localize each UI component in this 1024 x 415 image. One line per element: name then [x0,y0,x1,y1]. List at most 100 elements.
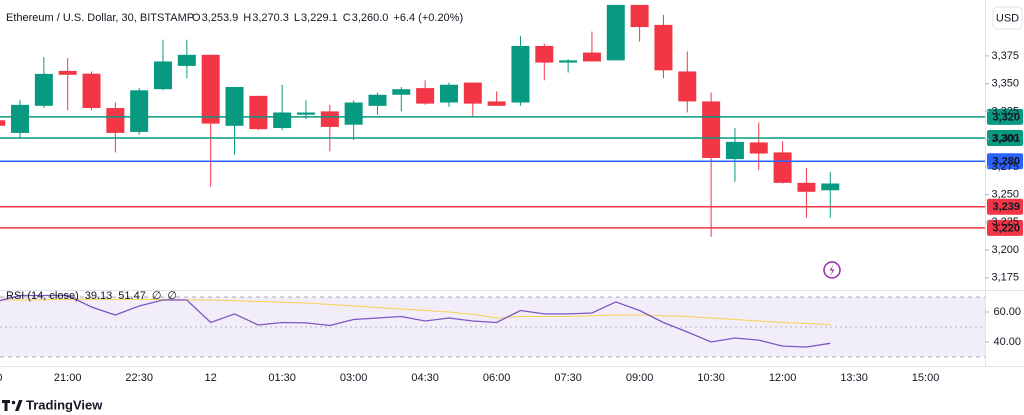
candle-body [535,45,554,63]
y-tick-label: 3,250 [991,188,1019,200]
candle-body [797,182,816,192]
rsi-line [0,298,831,326]
ohlc-key: H [243,12,251,24]
y-tick-label: 3,375 [991,50,1019,62]
rsi-legend-value: 51.47 [118,290,146,302]
price-level-badge [987,198,1023,215]
candle-body [702,101,721,158]
x-tick-label: 15:00 [912,372,940,384]
currency-button[interactable] [992,6,1023,30]
candle-body [130,90,149,132]
x-tick-label: 03:00 [340,372,368,384]
candle-body [296,112,315,115]
candle-body [725,141,744,160]
candle-body [154,61,173,90]
y-tick-label: 3,225 [991,216,1019,228]
price-level-label: 3,220 [992,222,1020,234]
candle-body [58,70,77,75]
candle-body [249,95,268,130]
price-level-badge [987,153,1023,170]
ohlc-value: 3,270.3 [252,12,289,24]
candle-body [273,112,292,129]
candle-body [749,142,768,154]
y-tick-label: 3,275 [991,161,1019,173]
x-tick-label: 07:30 [554,372,582,384]
rsi-title: RSI (14, close) [6,290,79,302]
change-value: +6.4 (+0.20%) [393,12,463,24]
x-tick-label: 21:00 [54,372,82,384]
candle-body [630,4,649,28]
candle-body [773,152,792,183]
y-tick-label: 3,200 [991,244,1019,256]
ohlc-value: 3,229.1 [301,12,338,24]
rsi-legend-value: ∅ [152,290,162,302]
price-level-label: 3,320 [992,111,1020,123]
price-level-badge [987,219,1023,236]
rsi-y-tick-label: 60.00 [993,306,1021,318]
price-level-label: 3,301 [992,132,1020,144]
candle-body [606,4,625,61]
x-tick-label: 04:30 [411,372,439,384]
candle-body [34,73,53,106]
candle-body [821,183,840,191]
y-tick-label: 3,350 [991,78,1019,90]
candle-body [416,88,435,104]
candle-body [487,101,506,106]
logo-t [2,400,10,411]
symbol-title: Ethereum / U.S. Dollar, 30, BITSTAMP [6,12,194,24]
candle-body [559,60,578,63]
ohlc-key: O [192,12,201,24]
currency-label[interactable]: USD [996,12,1019,24]
y-tick-label: 3,300 [991,133,1019,145]
rsi-band [0,296,985,358]
brand-name: TradingView [26,397,103,412]
candle-body [106,108,125,133]
rsi-legend-value: ∅ [167,290,177,302]
candle-body [368,94,387,106]
event-icon-bolt [829,264,835,276]
price-level-label: 3,239 [992,201,1020,213]
candle-body [654,24,673,71]
rsi-pane [0,294,985,358]
x-tick-label: 13:30 [840,372,868,384]
logo-dot [11,400,16,405]
event-icon[interactable] [823,261,841,279]
logo-v [15,400,23,411]
candle-body [201,54,220,124]
ohlc-key: C [343,12,351,24]
candle-body [320,111,339,127]
price-pane [0,4,840,237]
x-tick-label: 10:30 [697,372,725,384]
candle-body [678,71,697,102]
price-level-badge [987,130,1023,147]
x-tick-label: 12 [205,372,217,384]
candle-body [463,82,482,104]
candle-body [582,52,601,62]
y-tick-label: 3,325 [991,105,1019,117]
y-tick-label: 3,175 [991,272,1019,284]
candle-body [392,89,411,95]
x-tick-label: 12:00 [769,372,797,384]
candle-body [344,102,363,125]
ohlc-value: 3,253.9 [202,12,239,24]
price-level-label: 3,280 [992,156,1020,168]
ohlc-key: L [294,12,300,24]
x-tick-label: 09:00 [626,372,654,384]
candle-body [177,54,196,66]
x-tick-label: 22:30 [125,372,153,384]
rsi-y-tick-label: 40.00 [993,336,1021,348]
brand-logo [2,400,23,411]
ohlc-value: 3,260.0 [352,12,389,24]
candle-body [0,120,6,126]
x-tick-label: 01:30 [268,372,296,384]
ohlc-values: O 3,253.9 H 3,270.3 L 3,229.1 C 3,260.0 +6.4 (+0… [192,12,463,24]
candle-body [511,45,530,103]
candle-body [11,104,30,133]
rsi-legend-value: 39.13 [85,290,113,302]
x-tick-label: 30 [0,372,2,384]
candle-body [82,73,101,109]
price-level-badge [987,108,1023,125]
overlay: 3,320 3,301 3,280 3,239 3,220 [0,108,1023,236]
candle-body [439,84,458,103]
